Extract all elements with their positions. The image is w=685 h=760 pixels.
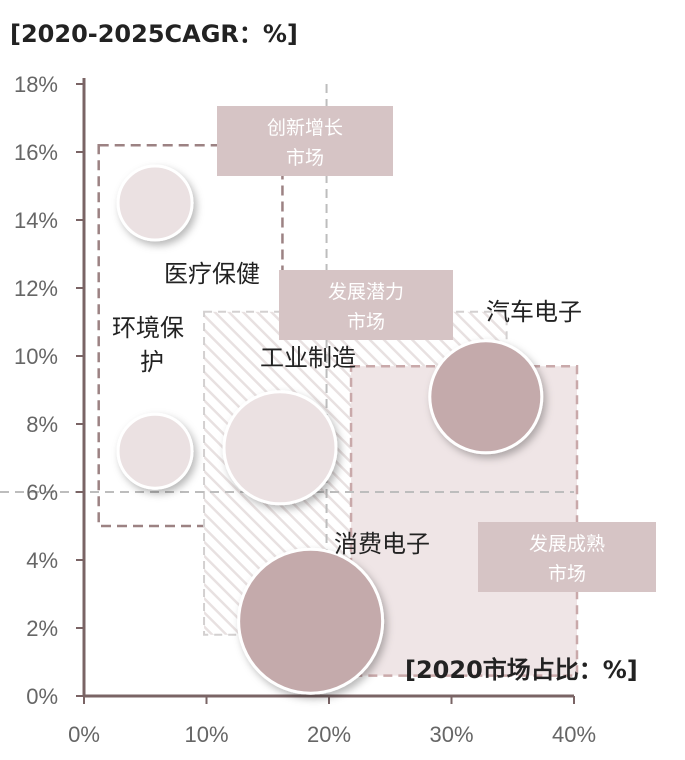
zone-label-line1: 创新增长 xyxy=(267,117,343,139)
y-tick-label: 6% xyxy=(26,480,58,505)
zone-label-box xyxy=(217,106,393,176)
zone-label-line2: 市场 xyxy=(286,147,324,169)
bubble-消费电子 xyxy=(237,547,385,695)
x-tick-label: 10% xyxy=(184,722,228,747)
x-axis-title: [2020市场占比：%] xyxy=(405,656,638,684)
x-tick-label: 20% xyxy=(307,722,351,747)
bubble-label-环境保护: 环境保 xyxy=(112,314,184,342)
bubble-医疗保健 xyxy=(116,164,194,242)
bubble-label-工业制造: 工业制造 xyxy=(260,344,356,372)
bubble-汽车电子 xyxy=(428,339,544,455)
y-tick-label: 12% xyxy=(14,276,58,301)
bubble-工业制造 xyxy=(222,390,338,506)
x-tick-label: 30% xyxy=(429,722,473,747)
y-tick-label: 4% xyxy=(26,548,58,573)
zone-label-line2: 市场 xyxy=(347,311,385,333)
zone-label-box xyxy=(279,270,453,340)
zone-label-box xyxy=(478,522,656,592)
zone-label-line1: 发展成熟 xyxy=(529,533,605,555)
y-tick-label: 14% xyxy=(14,208,58,233)
y-tick-label: 0% xyxy=(26,684,58,709)
zone-label-line1: 发展潜力 xyxy=(328,281,404,303)
bubble-label-汽车电子: 汽车电子 xyxy=(486,298,582,326)
bubble-label-消费电子: 消费电子 xyxy=(334,530,430,558)
y-tick-label: 2% xyxy=(26,616,58,641)
bubble-label-医疗保健: 医疗保健 xyxy=(164,260,260,288)
y-tick-label: 16% xyxy=(14,140,58,165)
y-tick-label: 10% xyxy=(14,344,58,369)
x-tick-label: 40% xyxy=(552,722,596,747)
y-tick-label: 8% xyxy=(26,412,58,437)
bubble-label-环境保护: 护 xyxy=(140,348,164,376)
bubble-环境保护 xyxy=(116,412,194,490)
x-tick-label: 0% xyxy=(68,722,100,747)
y-tick-label: 18% xyxy=(14,72,58,97)
y-axis-title: [2020-2025CAGR：%] xyxy=(10,20,298,48)
zone-label-line2: 市场 xyxy=(548,563,586,585)
